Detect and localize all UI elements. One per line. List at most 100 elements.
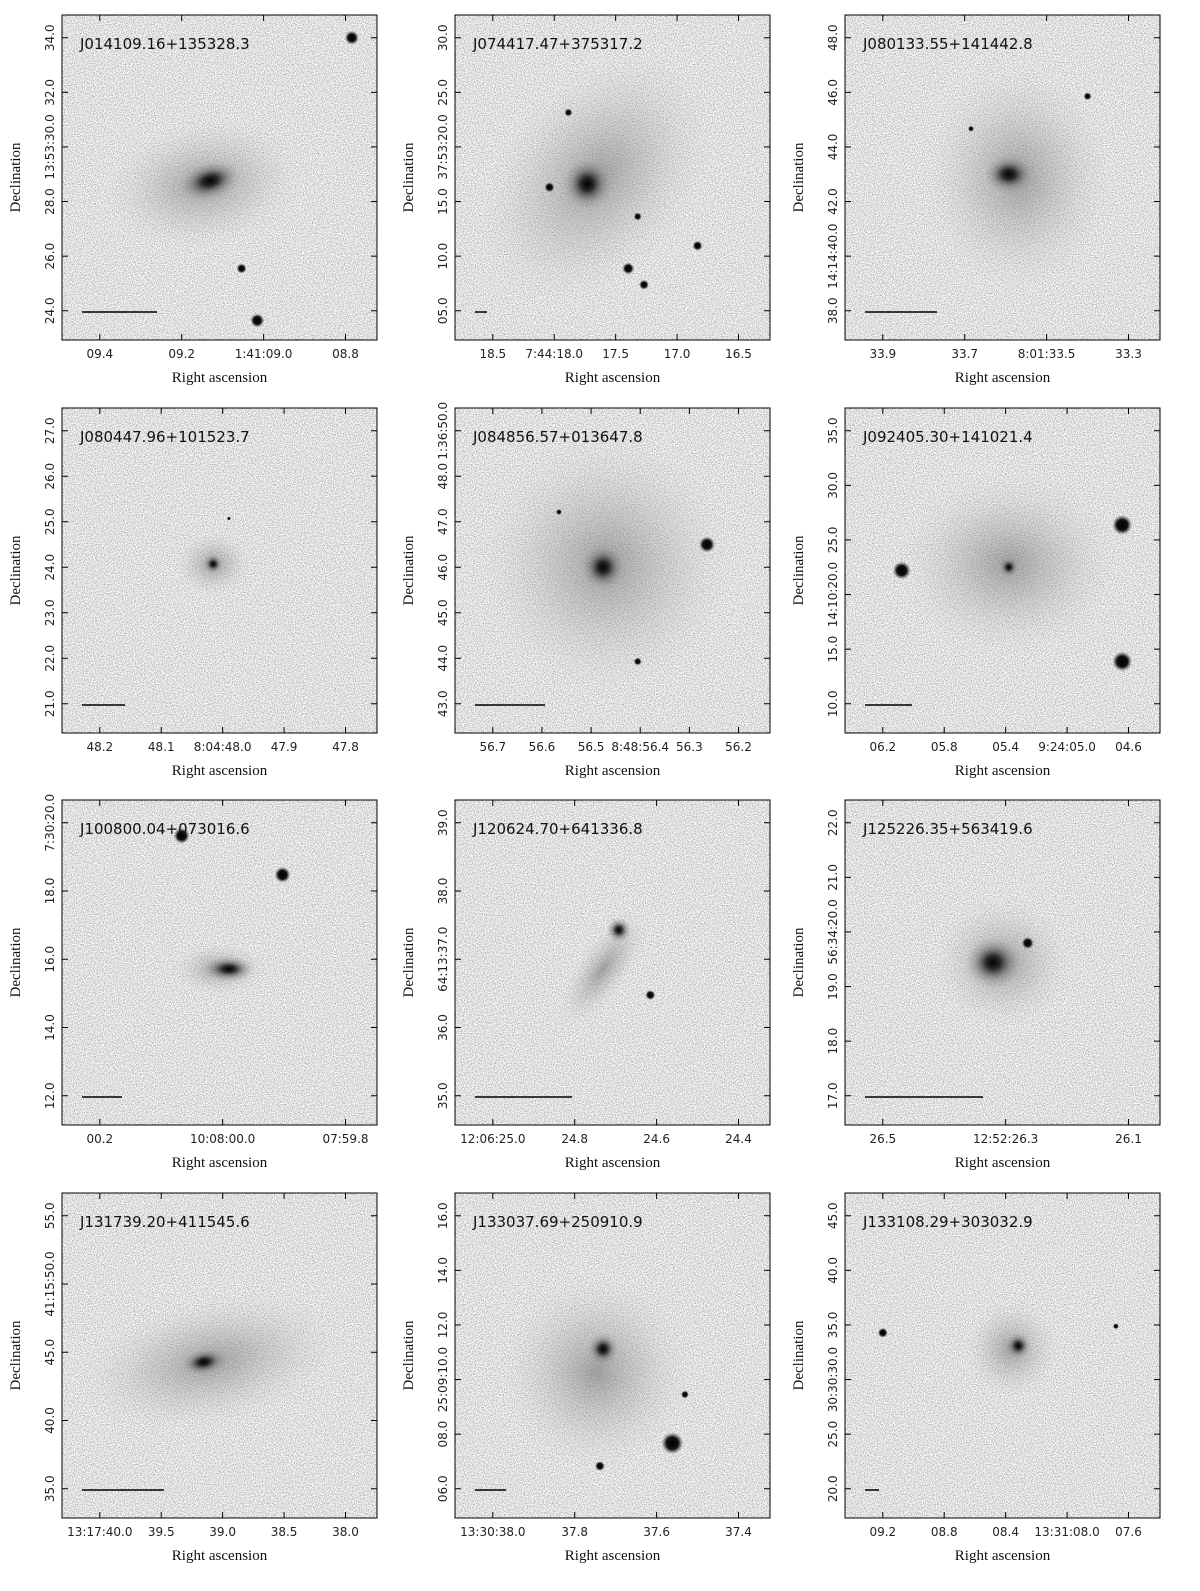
y-tick-label: 20.0	[826, 1475, 840, 1502]
y-tick-label: 56:34:20.0	[826, 899, 840, 964]
y-tick-label: 24.0	[43, 297, 57, 324]
star	[622, 262, 635, 275]
x-tick-label: 38.0	[332, 1525, 359, 1539]
star	[1021, 937, 1034, 949]
y-tick-label: 48.0	[826, 24, 840, 51]
star	[1112, 651, 1133, 672]
frame	[61, 799, 378, 1126]
x-tick-label: 48.1	[148, 740, 175, 754]
y-tick-label: 32.0	[43, 79, 57, 106]
galaxy-core	[581, 544, 626, 590]
y-tick-label: 26.0	[43, 463, 57, 490]
image	[845, 1193, 1160, 1518]
x-tick-label: 09.4	[86, 347, 113, 361]
frame	[61, 1192, 378, 1519]
object-name: J092405.30+141021.4	[862, 428, 1033, 446]
panel: J080447.96+101523.7 48.2 48.1 8:04:48.0 47.9…	[8, 407, 378, 779]
star	[877, 1327, 888, 1338]
x-tick-label: 8:48:56.4	[611, 740, 669, 754]
object-name: J074417.47+375317.2	[472, 35, 643, 53]
star	[639, 279, 649, 290]
star	[226, 516, 231, 521]
y-tick-label: 16.0	[436, 1202, 450, 1229]
y-axis-label: Declination	[8, 535, 24, 605]
frame	[844, 407, 1161, 734]
y-tick-label: 44.0	[826, 134, 840, 161]
galaxy-core	[1005, 1332, 1031, 1359]
object-name: J131739.20+411545.6	[79, 1213, 250, 1231]
x-tick-label: 12:52:26.3	[973, 1132, 1038, 1146]
x-tick-label: 24.6	[643, 1132, 670, 1146]
x-axis-label: Right ascension	[565, 1548, 661, 1564]
star	[1083, 92, 1092, 101]
object-name: J125226.35+563419.6	[862, 820, 1033, 838]
x-tick-label: 38.5	[271, 1525, 298, 1539]
star	[173, 827, 190, 844]
frame	[61, 407, 378, 734]
x-tick-label: 06.2	[869, 740, 896, 754]
y-tick-label: 45.0	[436, 599, 450, 626]
panel: J131739.20+411545.6 13:17:40.0 39.5 39.0 38.…	[8, 1192, 378, 1564]
x-axis-label: Right ascension	[955, 370, 1051, 386]
star	[633, 212, 642, 221]
y-tick-label: 12.0	[43, 1082, 57, 1109]
frame	[454, 1192, 771, 1519]
y-tick-label: 18.0	[43, 878, 57, 905]
y-tick-label: 30.0	[436, 24, 450, 51]
y-tick-label: 08.0	[436, 1421, 450, 1448]
x-tick-label: 56.6	[529, 740, 556, 754]
star	[699, 536, 715, 553]
galaxy-core	[203, 956, 255, 982]
star	[544, 182, 555, 193]
y-axis-label: Declination	[8, 927, 24, 997]
galaxy-core	[983, 154, 1034, 194]
x-axis-label: Right ascension	[172, 1548, 268, 1564]
y-tick-label: 25.0	[826, 1421, 840, 1448]
y-tick-label: 40.0	[826, 1257, 840, 1284]
image	[845, 800, 1160, 1125]
x-tick-label: 00.2	[86, 1132, 113, 1146]
x-tick-label: 8:04:48.0	[194, 740, 252, 754]
y-tick-label: 48.0	[436, 463, 450, 490]
star	[680, 1390, 689, 1399]
panel: J120624.70+641336.8 12:06:25.0 24.8 24.6 24.…	[401, 799, 771, 1171]
y-tick-label: 06.0	[436, 1475, 450, 1502]
galaxy-core	[562, 158, 613, 210]
x-axis-label: Right ascension	[565, 1155, 661, 1171]
image	[845, 15, 1160, 340]
y-tick-label: 46.0	[436, 554, 450, 581]
panel: J092405.30+141021.4 06.2 05.8 05.4 9:24:05.0…	[791, 407, 1161, 779]
x-tick-label: 47.8	[332, 740, 359, 754]
y-tick-label: 35.0	[436, 1082, 450, 1109]
x-tick-label: 04.6	[1115, 740, 1142, 754]
y-axis-label: Declination	[791, 1320, 807, 1390]
y-tick-label: 40.0	[43, 1407, 57, 1434]
y-tick-label: 22.0	[826, 809, 840, 836]
y-tick-label: 21.0	[43, 690, 57, 717]
y-tick-label: 18.0	[826, 1028, 840, 1055]
y-tick-label: 19.0	[826, 973, 840, 1000]
x-tick-label: 1:41:09.0	[235, 347, 293, 361]
y-tick-label: 46.0	[826, 79, 840, 106]
object-name: J100800.04+073016.6	[79, 820, 250, 838]
image	[455, 800, 770, 1125]
y-tick-label: 21.0	[826, 864, 840, 891]
x-tick-label: 08.4	[992, 1525, 1019, 1539]
x-axis-label: Right ascension	[172, 370, 268, 386]
y-axis-label: Declination	[791, 927, 807, 997]
x-tick-label: 13:17:40.0	[67, 1525, 132, 1539]
y-tick-label: 28.0	[43, 188, 57, 215]
image	[62, 408, 377, 733]
x-tick-label: 10:08:00.0	[190, 1132, 255, 1146]
x-tick-label: 39.5	[148, 1525, 175, 1539]
y-tick-label: 30:30:30.0	[826, 1347, 840, 1412]
y-tick-label: 10.0	[436, 243, 450, 270]
y-tick-label: 10.0	[826, 690, 840, 717]
image	[455, 408, 770, 733]
x-tick-label: 37.6	[643, 1525, 670, 1539]
star	[692, 240, 703, 251]
x-tick-label: 07.6	[1115, 1525, 1142, 1539]
x-tick-label: 24.8	[561, 1132, 588, 1146]
x-axis-label: Right ascension	[565, 370, 661, 386]
